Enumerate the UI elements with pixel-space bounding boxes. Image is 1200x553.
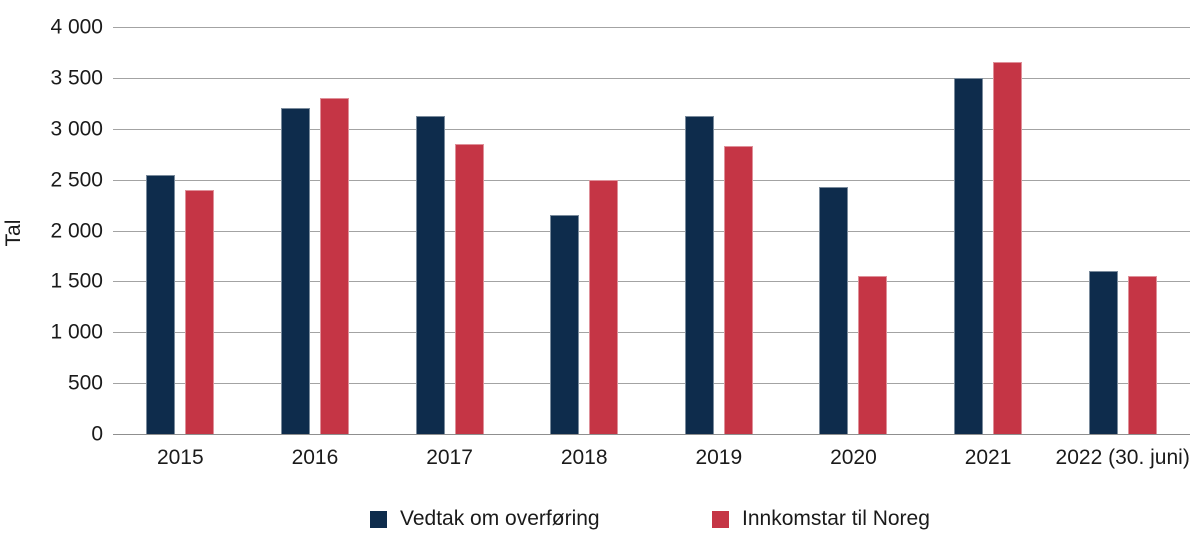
bar-group-2021: [954, 61, 1023, 434]
bar-vedtak-2016: [280, 108, 310, 434]
bar-vedtak-2022: [1088, 271, 1118, 434]
x-tick-label-2015: 2015: [156, 446, 204, 469]
y-tick-label-500: 500: [67, 371, 103, 395]
x-tick-label-2021: 2021: [964, 446, 1012, 469]
gridline-4000: [113, 27, 1190, 28]
gridline-500: [113, 383, 1190, 385]
bar-innkomstar-2018: [589, 179, 619, 434]
y-tick-label-2000: 2 000: [50, 219, 103, 242]
bar-innkomstar-2015: [185, 189, 215, 434]
gridline-0: [113, 434, 1190, 435]
bar-innkomstar-2021: [993, 61, 1023, 434]
legend-label-vedtak: Vedtak om overføring: [400, 507, 600, 530]
gridline-2500: [113, 179, 1190, 181]
bar-group-2022: [1088, 271, 1157, 434]
x-tick-label-2019: 2019: [695, 446, 743, 469]
y-tick-label-1000: 1 000: [50, 320, 103, 344]
bar-vedtak-2015: [146, 174, 176, 434]
bar-vedtak-2018: [550, 215, 580, 434]
y-tick-label-1500: 1 500: [50, 269, 103, 293]
legend-label-innkomstar: Innkomstar til Noreg: [742, 507, 930, 530]
bar-group-2017: [415, 115, 484, 434]
legend-swatch-vedtak-icon: [370, 510, 387, 528]
x-tick-label-2020: 2020: [830, 446, 877, 469]
x-tick-label-2017: 2017: [426, 446, 473, 469]
plot-area: [113, 27, 1190, 435]
legend-entry-vedtak: Vedtak om overføring: [370, 507, 600, 531]
bar-vedtak-2019: [684, 115, 714, 434]
bar-innkomstar-2016: [319, 98, 349, 434]
bar-vedtak-2017: [415, 115, 445, 434]
bar-group-2020: [819, 186, 888, 434]
y-tick-label-0: 0: [91, 422, 103, 446]
y-tick-label-2500: 2 500: [50, 168, 103, 192]
gridline-1500: [113, 281, 1190, 283]
bar-innkomstar-2022: [1127, 276, 1157, 434]
gridline-3500: [113, 77, 1190, 79]
bar-innkomstar-2020: [858, 276, 888, 434]
bar-group-2018: [550, 179, 619, 434]
bar-innkomstar-2019: [723, 146, 753, 434]
bar-vedtak-2020: [819, 186, 849, 434]
x-tick-label-2016: 2016: [291, 446, 339, 469]
bar-group-2016: [280, 98, 349, 434]
x-tick-label-2018: 2018: [560, 446, 608, 469]
y-tick-label-3500: 3 500: [50, 66, 103, 90]
bar-vedtak-2021: [954, 77, 984, 434]
bar-innkomstar-2017: [454, 144, 484, 434]
legend-swatch-innkomstar-icon: [712, 510, 729, 528]
y-tick-label-4000: 4 000: [50, 15, 103, 39]
gridline-1000: [113, 332, 1190, 334]
gridline-2000: [113, 230, 1190, 232]
legend-entry-innkomstar: Innkomstar til Noreg: [712, 507, 930, 531]
x-tick-label-2022: 2022 (30. juni): [1055, 446, 1190, 469]
bar-group-2019: [684, 115, 753, 434]
bar-group-2015: [146, 174, 215, 434]
y-tick-label-3000: 3 000: [50, 117, 103, 141]
gridline-3000: [113, 128, 1190, 130]
